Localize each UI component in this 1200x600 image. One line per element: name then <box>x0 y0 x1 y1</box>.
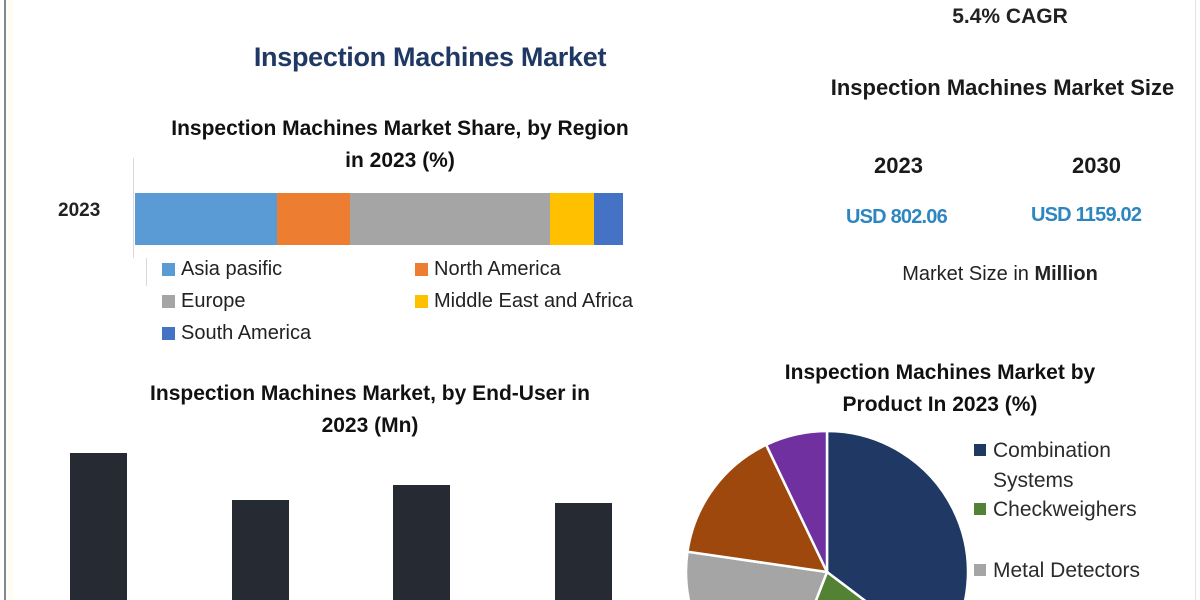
page-title: Inspection Machines Market <box>253 42 607 72</box>
pie-slice <box>686 550 829 600</box>
legend-item-mea: Middle East and Africa <box>415 290 633 313</box>
legend-label: Metal Detectors <box>993 559 1141 582</box>
bar-segment <box>349 193 550 245</box>
product-chart-title-line1: Inspection Machines Market by <box>784 361 1096 384</box>
unit-prefix: Market Size in <box>902 263 1029 285</box>
enduser-bar <box>232 500 289 600</box>
legend-label: North America <box>434 258 561 280</box>
bar-segment <box>135 193 277 245</box>
enduser-chart-title-line2: 2023 (Mn) <box>321 414 419 437</box>
region-legend-divider <box>146 258 147 286</box>
product-pie-chart <box>686 431 970 600</box>
enduser-chart-title: Inspection Machines Market, by End-User … <box>90 378 650 442</box>
region-chart-title-line1: Inspection Machines Market Share, by Reg… <box>171 117 629 140</box>
legend-swatch <box>974 444 986 456</box>
market-size-unit-note: Market Size in Million <box>830 263 1170 286</box>
market-size-2030: USD 1159.02 <box>1031 204 1142 226</box>
legend-item-asia-pacific: Asia pasific <box>162 258 282 281</box>
legend-item-combination-systems-line2: Systems <box>993 466 1074 496</box>
region-chart-axis <box>133 158 134 258</box>
region-chart-title-line2: in 2023 (%) <box>345 149 455 172</box>
legend-item-metal-detectors: Metal Detectors <box>974 556 1140 586</box>
market-size-title: Inspection Machines Market Size <box>830 75 1175 100</box>
legend-label: Combination <box>993 439 1111 462</box>
legend-swatch <box>162 327 175 340</box>
legend-label: Middle East and Africa <box>434 290 633 312</box>
pie-slice <box>814 570 867 600</box>
legend-item-south-america: South America <box>162 322 311 345</box>
enduser-bar <box>70 453 127 600</box>
legend-swatch <box>162 295 175 308</box>
bar-segment <box>593 193 623 245</box>
legend-label: Asia pasific <box>181 258 283 280</box>
year-2030-label: 2030 <box>1072 153 1121 178</box>
bar-segment <box>549 193 594 245</box>
legend-label: Systems <box>993 469 1074 492</box>
year-2023-label: 2023 <box>874 153 923 178</box>
cagr-label: 5.4% CAGR <box>952 5 1068 28</box>
legend-item-combination-systems: Combination <box>974 436 1111 466</box>
legend-label: South America <box>181 322 312 344</box>
legend-swatch <box>415 263 428 276</box>
legend-item-europe: Europe <box>162 290 246 313</box>
legend-swatch <box>974 564 986 576</box>
legend-item-checkweighers: Checkweighers <box>974 495 1137 525</box>
enduser-bar <box>393 485 450 600</box>
enduser-bar <box>555 502 612 600</box>
legend-label: Checkweighers <box>993 498 1137 521</box>
bar-segment <box>276 193 350 245</box>
product-chart-title: Inspection Machines Market by Product In… <box>730 357 1150 421</box>
legend-swatch <box>415 295 428 308</box>
pie-slice <box>825 431 970 600</box>
market-size-2023: USD 802.06 <box>846 206 948 228</box>
left-border <box>4 0 6 600</box>
left-border-shade <box>7 0 14 600</box>
unit-value: Million <box>1034 263 1098 285</box>
legend-swatch <box>162 263 175 276</box>
right-border <box>1195 0 1196 600</box>
legend-swatch <box>974 503 986 515</box>
pie-slice <box>686 443 830 574</box>
product-chart-title-line2: Product In 2023 (%) <box>842 393 1038 416</box>
enduser-chart-title-line1: Inspection Machines Market, by End-User … <box>150 382 590 405</box>
legend-label: Europe <box>181 290 246 312</box>
pie-slice <box>764 431 829 573</box>
region-stacked-bar <box>135 193 623 245</box>
region-year-label: 2023 <box>58 200 101 221</box>
legend-item-north-america: North America <box>415 258 561 281</box>
region-chart-title: Inspection Machines Market Share, by Reg… <box>120 113 680 177</box>
